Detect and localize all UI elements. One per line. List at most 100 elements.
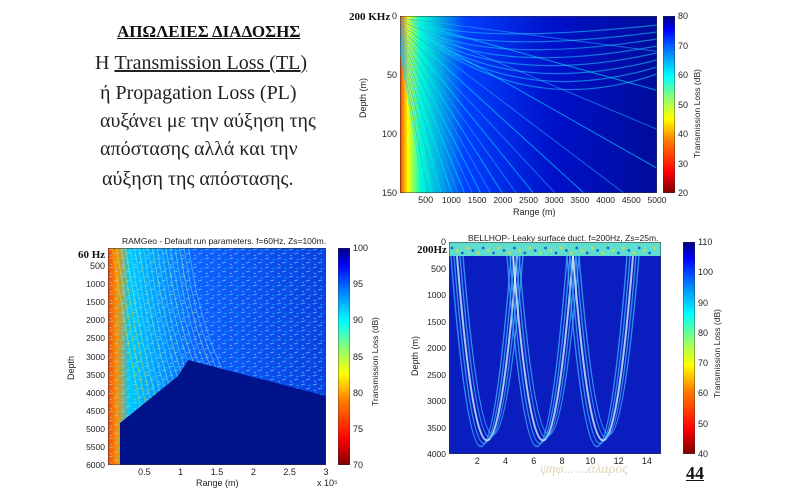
text-tl-term: Transmission Loss (TL)	[114, 52, 308, 74]
chart3-duct-dot	[518, 249, 521, 252]
chart1-surface-mode	[421, 31, 657, 59]
x-tick-label: 3500	[570, 195, 590, 205]
colorbar-tick-label: 80	[353, 387, 364, 398]
chart3-duct-dot	[507, 251, 511, 255]
chart1-surface-mode	[437, 47, 657, 91]
y-tick-label: 1000	[86, 279, 105, 290]
chart3-duct-dot	[492, 251, 495, 255]
y-tick-label: 50	[386, 70, 397, 80]
chart2-freq-label: 60 Hz	[78, 249, 106, 261]
chart3-duct-dot	[570, 251, 573, 255]
chart3-duct-dot	[497, 246, 501, 250]
colorbar-tick-label: 40	[678, 129, 689, 139]
y-tick-label: 500	[89, 261, 105, 272]
colorbar-tick-label: 110	[698, 237, 713, 247]
chart3-arc	[512, 255, 574, 442]
chart3-duct-dot	[471, 249, 475, 252]
chart1-plot	[400, 16, 657, 193]
y-tick-label: 100	[381, 129, 397, 139]
colorbar-tick-label: 40	[698, 449, 709, 459]
watermark: ψηφ... ...άλαρος	[540, 462, 629, 477]
chart1-beam	[400, 38, 459, 193]
x-tick-label: 500	[418, 195, 434, 205]
chart1-beam	[400, 17, 657, 52]
colorbar-tick-label: 70	[678, 40, 689, 51]
text-line-2: ή Propagation Loss (PL)	[100, 80, 297, 106]
text-line-4: απόστασης αλλά και την	[100, 138, 298, 160]
y-tick-label: 3500	[86, 369, 105, 380]
text-pl-term: Propagation Loss (PL)	[115, 82, 297, 104]
chart3-freq-label: 200Hz	[417, 244, 447, 256]
text-line-3: αυξάνει με την αύξηση της	[100, 110, 316, 132]
x-tick-label: 10	[585, 456, 596, 466]
chart1-beam	[400, 28, 534, 193]
chart3-duct-dot	[554, 251, 558, 255]
chart3-surface-duct	[449, 242, 661, 256]
y-tick-label: 3500	[427, 422, 446, 433]
colorbar-tick-label: 100	[353, 243, 369, 253]
chart3-arc	[566, 255, 628, 448]
chart3-duct-dot	[455, 249, 459, 252]
chart3-colorbar-label: Transmission Loss (dB)	[712, 309, 722, 398]
chart3-duct-dot	[596, 249, 599, 252]
x-tick-label: 12	[613, 456, 624, 466]
y-tick-label: 6000	[86, 460, 105, 470]
x-tick-label: 0.5	[138, 467, 151, 477]
chart3-duct-dot	[528, 246, 532, 250]
y-tick-label: 2500	[86, 333, 105, 344]
chart3-arc	[509, 255, 571, 444]
chart1-ylabel: Depth (m)	[358, 77, 368, 118]
chart1-beam	[400, 47, 429, 193]
chart3-arc	[515, 255, 577, 438]
chart2-colorbar	[338, 248, 350, 465]
chart3-duct-dot	[533, 249, 537, 252]
text-line-1: Η Transmission Loss (TL)	[95, 50, 307, 76]
chart3-duct-dot	[544, 246, 547, 250]
chart3-duct-dot	[565, 249, 568, 252]
y-tick-label: 3000	[427, 396, 446, 406]
chart1-colorbar-label: Transmission Loss (dB)	[692, 69, 702, 158]
x-tick-label: 2500	[519, 195, 538, 205]
y-tick-label: 4000	[86, 387, 105, 398]
x-tick-label: 14	[641, 456, 652, 466]
text-line-5: αύξηση της απόστασης.	[102, 168, 294, 190]
x-tick-label: 2.5	[283, 467, 296, 477]
chart1-freq-label: 200 KHz	[349, 11, 391, 23]
colorbar-tick-label: 75	[353, 423, 364, 434]
chart1-colorbar	[663, 16, 675, 193]
colorbar-tick-label: 70	[353, 460, 364, 470]
chart3-duct-dot	[466, 246, 469, 250]
x-tick-label: 4	[503, 456, 509, 466]
y-tick-label: 1500	[427, 316, 446, 327]
chart3-duct-dot	[632, 251, 636, 255]
chart3-duct-dot	[627, 249, 631, 252]
x-tick-label: 8	[559, 456, 565, 466]
chart3-arcs	[450, 255, 640, 448]
x-tick-label: 6	[531, 456, 537, 466]
y-tick-label: 3000	[86, 351, 105, 362]
chart2-title: RAMGeo - Default run parameters. f=60Hz,…	[122, 236, 327, 246]
colorbar-tick-label: 90	[698, 297, 709, 308]
colorbar-tick-label: 90	[353, 315, 364, 326]
y-tick-label: 0	[391, 11, 397, 21]
x-tick-label: 3000	[544, 195, 564, 205]
chart3-duct-dot	[539, 251, 542, 255]
chart1-beam	[400, 46, 433, 193]
chart1-beam	[400, 32, 491, 193]
chart3-duct-dot	[637, 246, 641, 250]
x-tick-label: 4000	[596, 195, 616, 205]
chart1-surface-mode	[413, 23, 657, 43]
chart1-beam	[400, 43, 442, 193]
chart3-title: BELLHOP- Leaky surface duct. f=200Hz, Zs…	[468, 233, 659, 243]
y-tick-label: 150	[381, 188, 397, 198]
x-tick-label: 1	[178, 467, 184, 477]
chart3-arc	[518, 255, 580, 435]
chart2-colorbar-label: Transmission Loss (dB)	[370, 317, 380, 406]
colorbar-tick-label: 60	[698, 388, 709, 399]
chart3-duct-dot	[648, 251, 651, 255]
colorbar-tick-label: 50	[698, 418, 709, 429]
page-number: 44	[686, 463, 704, 483]
x-tick-label: 2000	[493, 195, 513, 205]
x-tick-label: 1.5	[210, 467, 224, 477]
chart1-surface-mode	[417, 27, 657, 51]
